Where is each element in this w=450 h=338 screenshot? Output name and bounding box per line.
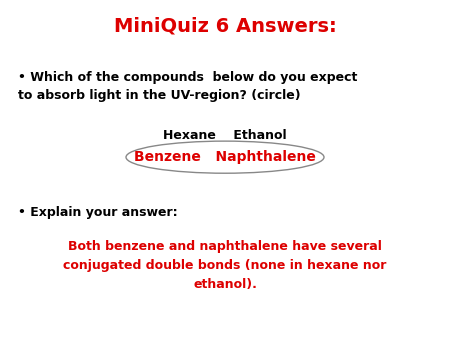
- Text: Both benzene and naphthalene have several
conjugated double bonds (none in hexan: Both benzene and naphthalene have severa…: [63, 240, 387, 291]
- Text: • Which of the compounds  below do you expect
to absorb light in the UV-region? : • Which of the compounds below do you ex…: [18, 71, 357, 102]
- Text: • Explain your answer:: • Explain your answer:: [18, 206, 178, 219]
- Text: Benzene   Naphthalene: Benzene Naphthalene: [134, 150, 316, 164]
- Text: Hexane    Ethanol: Hexane Ethanol: [163, 129, 287, 142]
- Text: MiniQuiz 6 Answers:: MiniQuiz 6 Answers:: [113, 17, 337, 36]
